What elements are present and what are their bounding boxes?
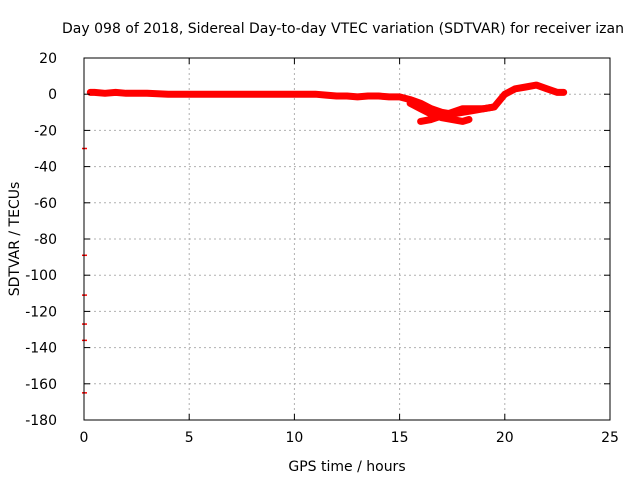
data-point	[228, 91, 235, 98]
plot-frame	[83, 57, 611, 421]
y-tick-label: 20	[39, 51, 57, 67]
y-tick-label: -80	[34, 232, 57, 248]
y-tick-label: -20	[34, 123, 57, 139]
data-point	[522, 83, 529, 90]
data-point	[344, 93, 350, 100]
data-point	[554, 89, 561, 96]
ticks	[83, 57, 611, 421]
x-tick-label: 25	[601, 430, 619, 446]
data-point	[354, 93, 361, 100]
data-point	[291, 91, 298, 98]
chart-title: Day 098 of 2018, Sidereal Day-to-day VTE…	[62, 21, 624, 37]
data-point	[449, 109, 456, 116]
y-tick-label: -100	[25, 268, 57, 284]
data-point	[438, 112, 445, 119]
data-point	[365, 93, 372, 100]
data-point	[417, 118, 424, 125]
data-point	[560, 89, 567, 96]
data-point	[417, 105, 424, 112]
data-point	[186, 91, 193, 98]
tick-labels: 0 5 10 15 20 25 20 0 -20 -40 -60 -80 -100 -120 -140 -16…	[25, 51, 619, 446]
data-point	[491, 103, 498, 110]
data-point	[396, 93, 403, 100]
y-tick-label: -160	[25, 377, 57, 393]
data-point	[312, 91, 319, 98]
data-point	[375, 93, 382, 100]
x-tick-label: 10	[285, 430, 303, 446]
data-point	[144, 90, 151, 97]
data-point	[449, 116, 456, 123]
y-tick-label: 0	[48, 87, 57, 103]
y-tick-label: -120	[25, 304, 57, 320]
data-point	[428, 116, 435, 123]
series-layer	[82, 81, 568, 394]
x-tick-label: 20	[496, 430, 514, 446]
grid	[84, 58, 610, 420]
x-tick-label: 0	[80, 430, 89, 446]
data-point	[249, 91, 256, 98]
data-point	[207, 91, 214, 98]
data-point	[270, 91, 277, 98]
data-point	[501, 91, 508, 98]
data-point	[533, 82, 540, 89]
data-point	[333, 93, 340, 100]
data-point	[112, 89, 119, 96]
y-tick-label: -180	[25, 413, 57, 429]
data-point	[133, 90, 140, 97]
data-point	[386, 93, 393, 100]
data-point	[165, 91, 172, 98]
x-tick-label: 15	[391, 430, 409, 446]
data-point	[459, 105, 466, 112]
y-tick-label: -60	[34, 196, 57, 212]
data-point	[407, 100, 414, 107]
data-point	[466, 116, 473, 123]
data-point	[459, 118, 466, 125]
data-point	[102, 90, 109, 97]
y-tick-label: -40	[34, 160, 57, 176]
data-point	[123, 90, 130, 97]
y-axis-label: SDTVAR / TECUs	[7, 182, 23, 297]
x-tick-label: 5	[185, 430, 194, 446]
data-point	[480, 105, 487, 112]
data-point	[91, 89, 98, 96]
data-point	[512, 85, 519, 92]
y-tick-label: -140	[25, 341, 57, 357]
data-point	[322, 92, 329, 99]
data-point	[543, 85, 550, 92]
data-point	[470, 105, 477, 112]
x-axis-label: GPS time / hours	[288, 459, 405, 475]
